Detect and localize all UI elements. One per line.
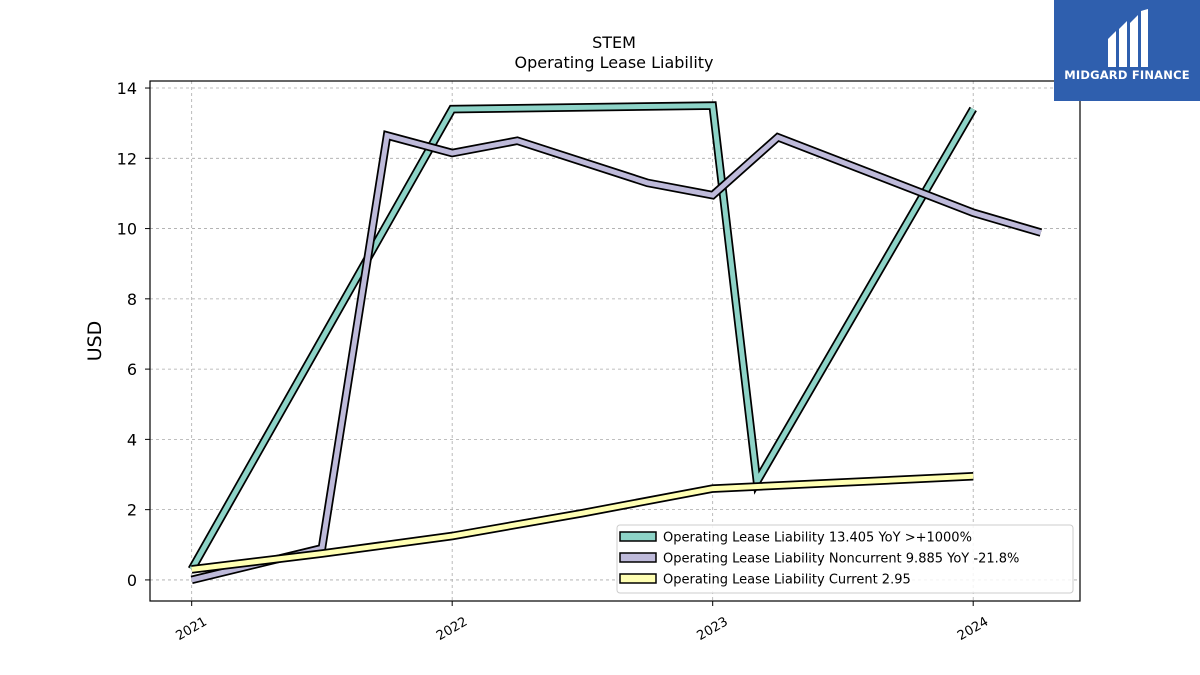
- legend-label: Operating Lease Liability Noncurrent 9.8…: [663, 552, 1019, 567]
- logo-text: MIDGARD FINANCE: [1064, 68, 1190, 82]
- legend-swatch: [619, 552, 657, 563]
- midgard-finance-logo: MIDGARD FINANCE: [1054, 0, 1200, 101]
- x-tick-label: 2022: [434, 614, 470, 644]
- logo-mark-icon: [1108, 9, 1148, 67]
- y-tick-label: 2: [127, 501, 137, 520]
- legend: Operating Lease Liability 13.405 YoY >+1…: [616, 524, 1074, 594]
- x-tick-label: 2024: [955, 614, 991, 644]
- series-line: [191, 132, 1042, 583]
- series-line: [189, 103, 976, 571]
- x-tick-label: 2023: [695, 614, 731, 644]
- series-line: [191, 473, 974, 572]
- legend-label: Operating Lease Liability 13.405 YoY >+1…: [663, 531, 972, 546]
- legend-swatch: [619, 573, 657, 584]
- y-axis-label: USD: [84, 321, 106, 362]
- series-line-outline: [187, 101, 977, 572]
- y-tick-label: 8: [127, 290, 137, 309]
- y-tick-label: 12: [117, 149, 137, 168]
- plot-frame: [149, 80, 1081, 602]
- y-tick-label: 4: [127, 430, 137, 449]
- series-line-outline: [190, 130, 1043, 585]
- legend-box: [616, 524, 1074, 594]
- legend-swatch: [619, 531, 657, 542]
- y-tick-label: 10: [117, 220, 137, 239]
- y-tick-label: 14: [117, 79, 137, 98]
- x-tick-label: 2021: [174, 614, 210, 644]
- y-tick-label: 0: [127, 571, 137, 590]
- chart-subtitle: Operating Lease Liability: [514, 53, 713, 72]
- series-group: [187, 101, 1043, 585]
- legend-label: Operating Lease Liability Current 2.95: [663, 573, 911, 588]
- y-tick-label: 6: [127, 360, 137, 379]
- chart-title: STEM: [592, 33, 636, 52]
